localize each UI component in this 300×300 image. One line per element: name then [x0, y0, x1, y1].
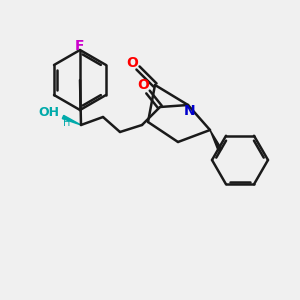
Text: H: H	[63, 118, 71, 128]
Text: O: O	[126, 56, 138, 70]
Polygon shape	[62, 116, 81, 125]
Text: F: F	[75, 39, 85, 53]
Text: OH: OH	[38, 106, 59, 119]
Polygon shape	[210, 130, 222, 151]
Text: O: O	[137, 78, 149, 92]
Text: N: N	[184, 104, 196, 118]
